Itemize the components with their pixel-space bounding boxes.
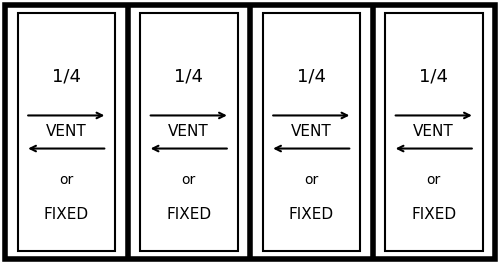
Text: FIXED: FIXED [166, 207, 212, 222]
Text: 1/4: 1/4 [297, 67, 326, 85]
Bar [385, 13, 482, 251]
Text: VENT: VENT [46, 125, 86, 139]
Bar [262, 13, 360, 251]
Bar [140, 13, 237, 251]
Text: or: or [426, 173, 441, 187]
Text: VENT: VENT [168, 125, 209, 139]
Text: or: or [59, 173, 74, 187]
Text: FIXED: FIXED [411, 207, 457, 222]
Text: 1/4: 1/4 [419, 67, 448, 85]
Text: FIXED: FIXED [288, 207, 334, 222]
Bar [18, 13, 115, 251]
Text: 1/4: 1/4 [174, 67, 203, 85]
Text: or: or [304, 173, 318, 187]
Text: FIXED: FIXED [44, 207, 89, 222]
Text: 1/4: 1/4 [52, 67, 81, 85]
Text: VENT: VENT [414, 125, 454, 139]
Text: or: or [182, 173, 196, 187]
Text: VENT: VENT [291, 125, 332, 139]
